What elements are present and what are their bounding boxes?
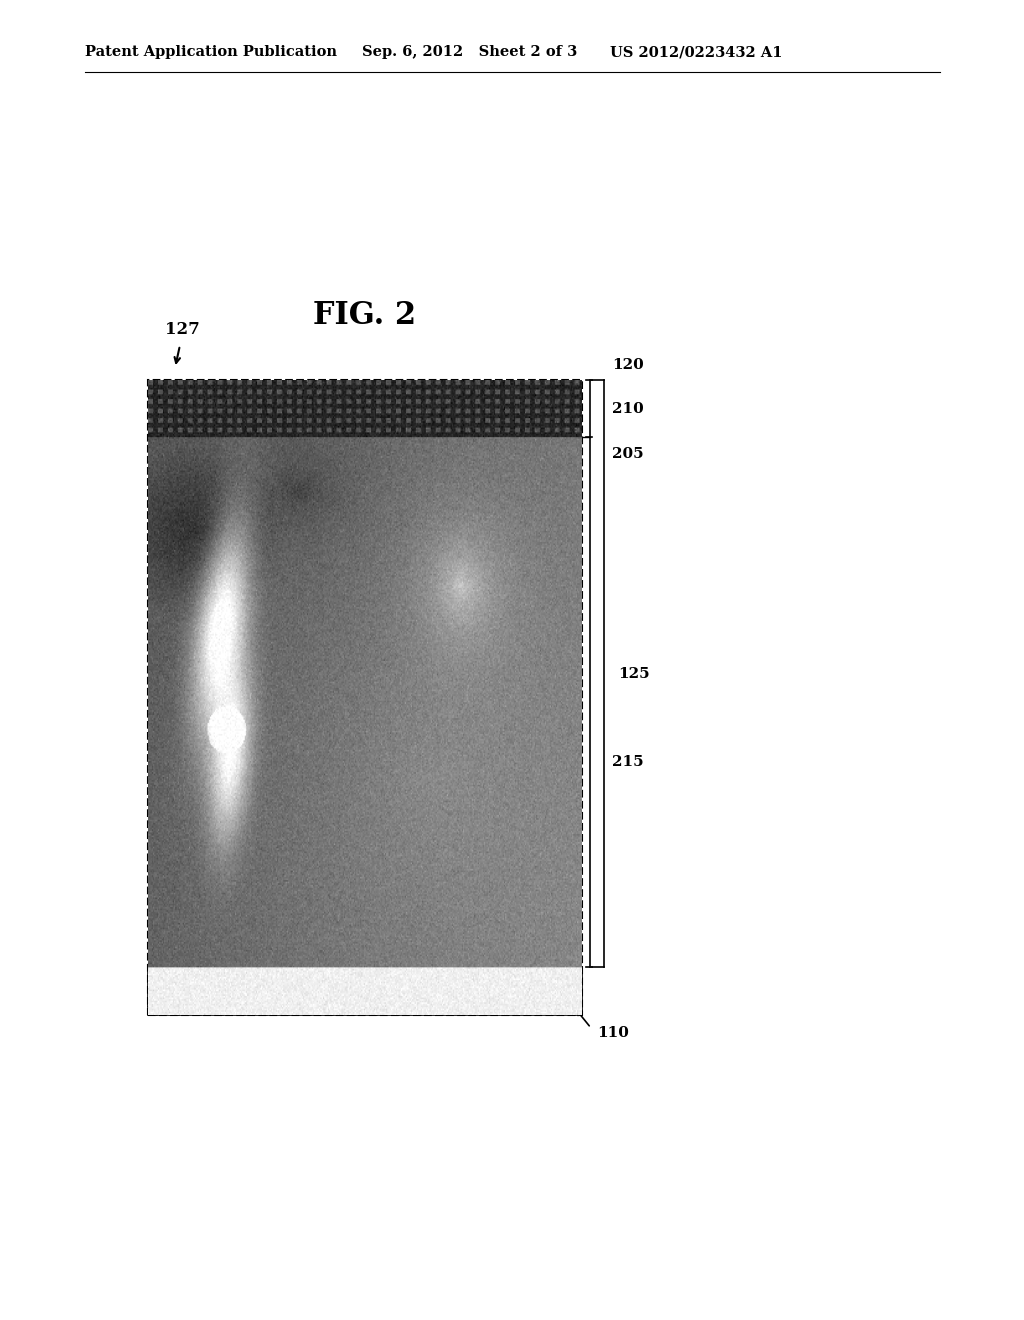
Text: US 2012/0223432 A1: US 2012/0223432 A1 bbox=[610, 45, 782, 59]
Text: 110: 110 bbox=[597, 1026, 629, 1040]
Text: 125: 125 bbox=[618, 667, 649, 681]
Text: FIG. 2: FIG. 2 bbox=[313, 300, 417, 330]
Text: 225: 225 bbox=[476, 570, 508, 585]
Text: 205: 205 bbox=[612, 447, 644, 461]
Bar bbox=[148, 968, 582, 1015]
Bar bbox=[148, 380, 582, 1015]
Text: 215: 215 bbox=[612, 755, 644, 770]
Bar bbox=[148, 968, 582, 1015]
Text: 120: 120 bbox=[612, 358, 644, 372]
Text: 127: 127 bbox=[165, 322, 200, 338]
Text: Sep. 6, 2012   Sheet 2 of 3: Sep. 6, 2012 Sheet 2 of 3 bbox=[362, 45, 578, 59]
Text: 210: 210 bbox=[612, 401, 644, 416]
Bar bbox=[148, 380, 582, 437]
Text: Patent Application Publication: Patent Application Publication bbox=[85, 45, 337, 59]
Text: 220: 220 bbox=[475, 692, 507, 706]
